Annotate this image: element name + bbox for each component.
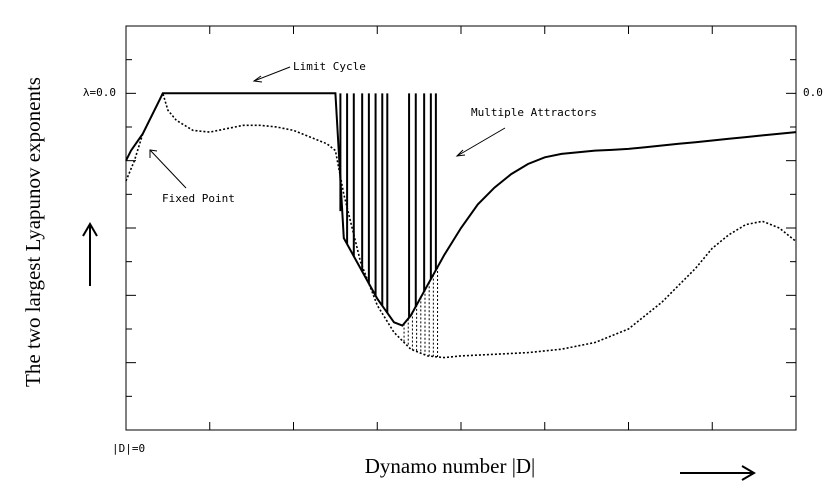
series-solid-line [125,92,797,327]
up-arrow-icon [82,222,98,286]
series-layer [125,91,797,359]
annotation-arrow-limit-cycle [252,66,291,83]
x-tick-label-zero: |D|=0 [112,442,145,455]
annotation-arrow-multiple-attractors [455,127,506,157]
y-zero-label-left: λ=0.0 [83,86,116,99]
annotation-multiple-attractors: Multiple Attractors [471,106,597,119]
annotation-fixed-point: Fixed Point [162,192,235,205]
axis-ticks [125,25,797,431]
x-axis-label: Dynamo number |D| [365,454,536,478]
y-axis-label: The two largest Lyapunov exponents [21,77,45,387]
series-dotted-line [125,91,797,359]
annotation-arrow-fixed-point [149,149,187,189]
y-zero-label-right: 0.0 [803,86,823,99]
annotation-limit-cycle: Limit Cycle [293,60,366,73]
right-arrow-icon [680,465,756,481]
oscillation-spikes [339,93,439,357]
